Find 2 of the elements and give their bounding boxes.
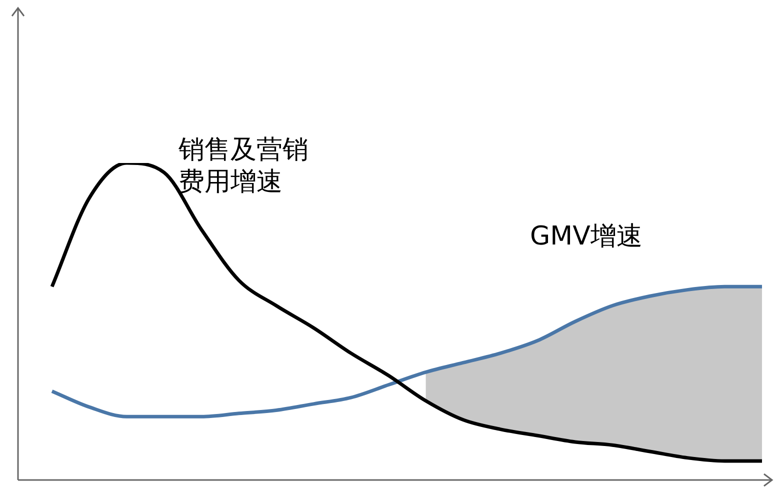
series-label: 销售及营销费用增速 <box>178 134 309 197</box>
series-label: GMV增速 <box>530 221 642 252</box>
